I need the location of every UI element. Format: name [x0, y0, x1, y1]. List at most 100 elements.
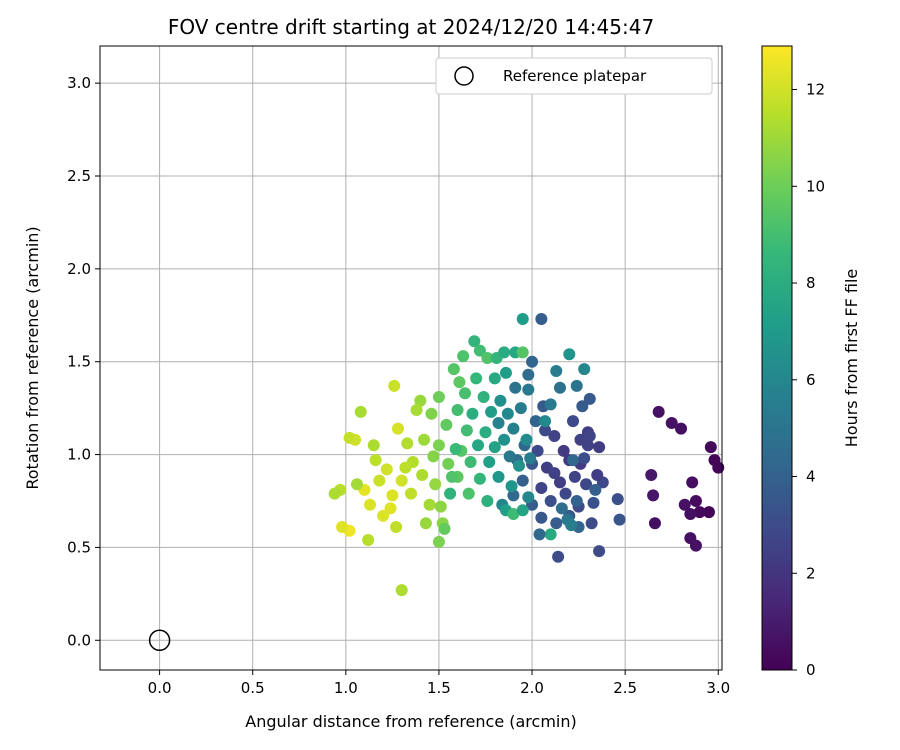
data-point	[544, 495, 557, 507]
data-point	[462, 487, 475, 500]
data-point	[555, 502, 568, 515]
data-point	[665, 417, 678, 429]
colorbar-tick-label: 0	[806, 661, 816, 679]
data-point	[354, 405, 367, 418]
data-point	[550, 365, 563, 377]
x-axis-label: Angular distance from reference (arcmin)	[245, 712, 576, 731]
data-point	[481, 495, 494, 507]
reference-marker-group	[148, 629, 171, 652]
data-point	[369, 454, 382, 467]
y-axis-ticks: 0.0 0.5 1.0 1.5 2.0 2.5 3.0	[67, 74, 100, 649]
data-point	[429, 478, 442, 491]
data-point	[364, 498, 377, 511]
legend-label: Reference platepar	[503, 67, 647, 85]
data-point	[488, 441, 501, 454]
data-point	[485, 405, 498, 418]
x-axis-ticks: 0.0 0.5 1.0 1.5 2.0 2.5 3.0	[148, 670, 730, 697]
colorbar-label: Hours from first FF file	[842, 269, 861, 448]
data-point	[678, 498, 691, 511]
data-point	[693, 506, 706, 519]
data-point	[652, 405, 665, 418]
data-point	[593, 545, 606, 558]
data-point	[414, 394, 427, 407]
data-point	[350, 478, 363, 491]
data-point	[522, 368, 535, 381]
data-point	[499, 366, 512, 379]
data-point	[377, 509, 390, 522]
data-point	[526, 355, 539, 368]
data-points	[328, 313, 725, 597]
data-point	[399, 461, 412, 474]
data-point	[425, 407, 438, 420]
data-point	[583, 392, 596, 405]
data-point	[419, 517, 432, 530]
data-point	[684, 508, 697, 520]
data-point	[460, 424, 473, 437]
data-point	[405, 487, 417, 500]
colorbar-tick-label: 10	[806, 177, 825, 195]
y-tick-label: 3.0	[67, 74, 91, 92]
data-point	[507, 508, 520, 520]
data-point	[507, 422, 520, 435]
data-point	[548, 430, 561, 442]
data-point	[466, 407, 479, 420]
data-point	[568, 470, 581, 483]
plot-area: 0.0 0.5 1.0 1.5 2.0 2.5 3.0 0.0 0.5 1.0 1.5 2.0 2.5…	[67, 45, 730, 697]
data-point	[501, 407, 514, 420]
data-point	[373, 474, 386, 487]
x-tick-label: 3.0	[706, 679, 730, 697]
data-point	[613, 513, 626, 526]
data-point	[434, 500, 447, 513]
reference-platepar-marker	[148, 629, 171, 652]
legend-marker	[454, 66, 474, 86]
data-point	[472, 439, 485, 452]
data-point	[550, 517, 563, 530]
data-point	[589, 483, 602, 496]
data-point	[704, 441, 717, 454]
data-point	[544, 398, 557, 411]
data-point	[553, 381, 566, 394]
x-tick-label: 1.5	[427, 679, 451, 697]
data-point	[533, 528, 546, 541]
data-point	[505, 480, 518, 493]
data-point	[567, 454, 580, 467]
data-point	[457, 350, 470, 363]
data-point	[380, 463, 393, 476]
data-point	[470, 372, 483, 385]
data-point	[583, 430, 596, 442]
data-point	[516, 313, 529, 325]
data-point	[416, 469, 429, 481]
colorbar-ticks: 0 2 4 6 8 10 12	[792, 81, 825, 679]
data-point	[423, 498, 436, 511]
data-point	[432, 535, 445, 548]
colorbar-tick-label: 2	[806, 564, 816, 582]
data-point	[388, 379, 401, 392]
data-point	[432, 391, 445, 403]
data-point	[477, 391, 490, 403]
data-point	[343, 431, 356, 444]
data-point	[712, 461, 725, 474]
x-tick-label: 2.5	[613, 679, 637, 697]
data-point	[451, 404, 464, 416]
data-point	[516, 504, 529, 517]
data-point	[576, 400, 589, 413]
data-point	[539, 424, 552, 437]
data-point	[531, 444, 544, 457]
data-point	[567, 415, 580, 428]
data-point	[438, 522, 451, 535]
data-point	[492, 417, 505, 429]
x-tick-label: 0.5	[241, 679, 265, 697]
y-tick-label: 1.5	[67, 353, 91, 371]
data-point	[587, 496, 600, 509]
y-tick-label: 2.0	[67, 260, 91, 278]
data-point	[498, 433, 511, 446]
data-point	[529, 415, 542, 428]
data-point	[522, 491, 535, 504]
x-tick-label: 2.0	[520, 679, 544, 697]
data-point	[686, 476, 699, 489]
data-point	[591, 469, 604, 481]
data-point	[401, 437, 414, 450]
data-point	[367, 439, 380, 452]
data-point	[395, 584, 408, 597]
data-point	[492, 470, 505, 483]
